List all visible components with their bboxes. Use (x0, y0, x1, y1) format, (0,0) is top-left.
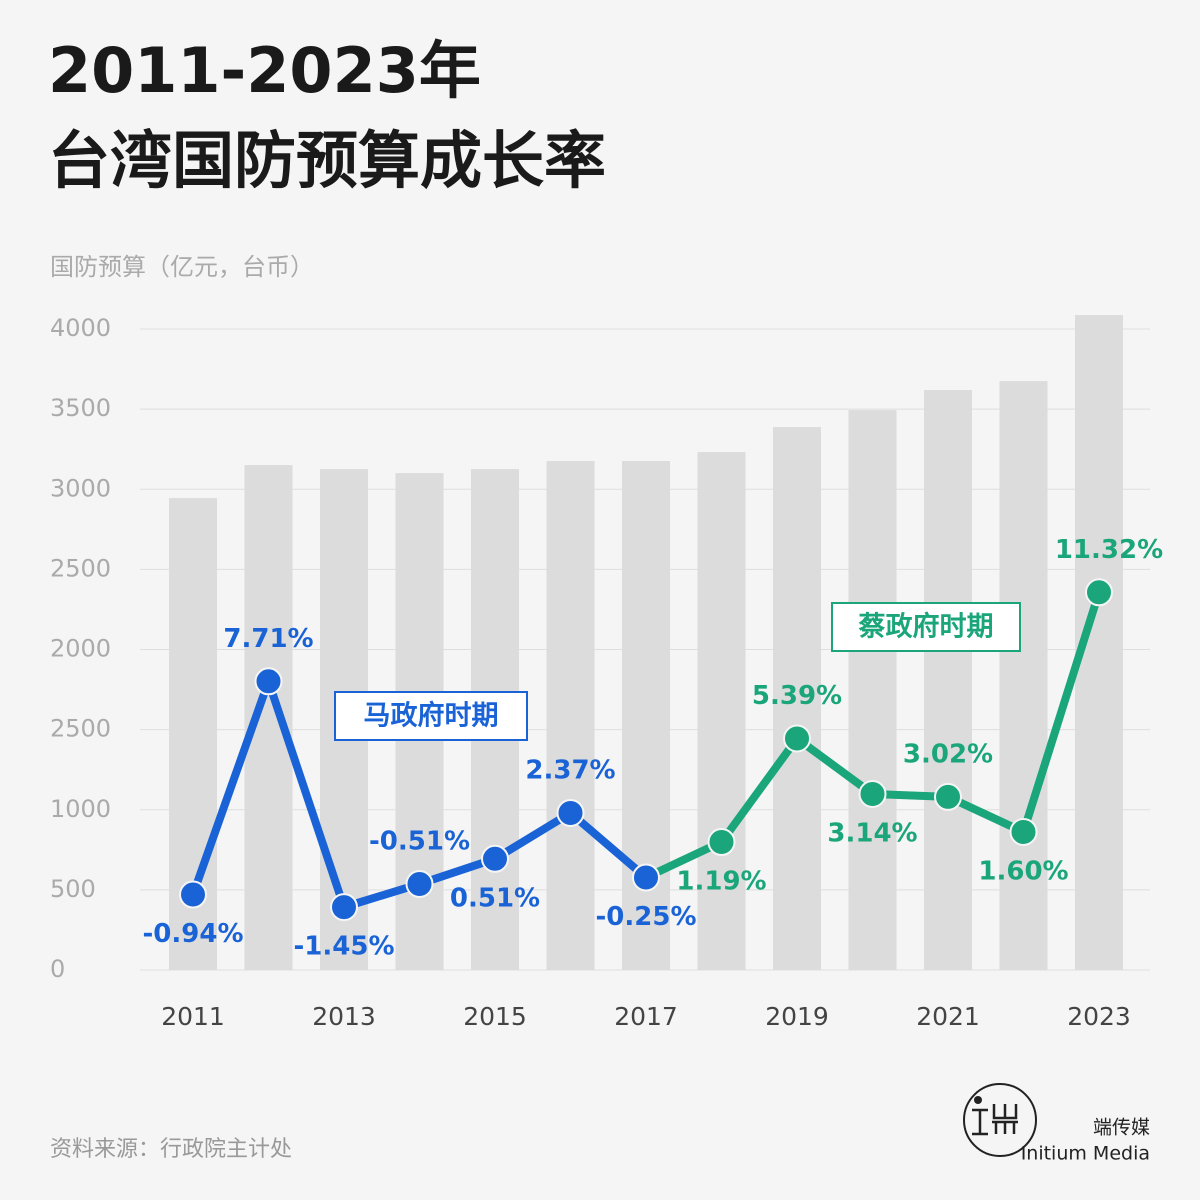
bar (546, 461, 595, 970)
y-tick-label: 0 (50, 955, 65, 983)
logo (963, 1083, 1037, 1157)
y-tick-label: 3500 (50, 394, 111, 422)
annotation-box (334, 691, 528, 741)
y-tick-label: 2000 (50, 635, 111, 663)
x-tick-label: 2023 (1067, 1002, 1131, 1031)
data-label: -1.45% (294, 932, 395, 962)
logo-ring (963, 1083, 1037, 1157)
x-tick-label: 2015 (463, 1002, 527, 1031)
y-tick-label: 2500 (50, 554, 111, 582)
data-label: 1.60% (978, 856, 1068, 886)
line-segment (717, 734, 801, 847)
line-point (330, 893, 358, 922)
data-label: 0.51% (450, 883, 540, 913)
bar (697, 452, 746, 970)
bar (924, 390, 972, 970)
line-point (556, 798, 585, 827)
bar (773, 427, 821, 970)
bar (622, 461, 670, 970)
y-tick-label: 4000 (50, 314, 111, 342)
line-point (858, 779, 887, 808)
line-point (707, 828, 736, 857)
y-axis-label: 国防预算（亿元，台币） (50, 253, 314, 281)
x-tick-label: 2021 (916, 1002, 980, 1031)
brand-en: Initium Media (1021, 1143, 1150, 1165)
logo-dot (974, 1096, 982, 1104)
data-label: 3.14% (827, 818, 917, 848)
bar (848, 410, 897, 970)
y-tick-label: 1000 (50, 795, 111, 823)
logo-glyph (972, 1104, 1018, 1136)
chart-title: 2011-2023年 (48, 34, 481, 107)
data-label: -0.25% (596, 902, 697, 932)
brand: 端传媒 (1093, 1117, 1150, 1139)
line-point (1085, 578, 1113, 607)
data-label: 5.39% (752, 681, 842, 711)
line-point (632, 863, 660, 892)
source: 资料来源：行政院主计处 (50, 1137, 292, 1162)
line-point (1009, 817, 1038, 846)
x-tick-label: 2019 (765, 1002, 829, 1031)
annotation: 马政府时期 (364, 700, 499, 732)
line-point (405, 869, 434, 898)
line-segment (793, 734, 877, 798)
data-label: -0.51% (369, 826, 470, 856)
line-segment (491, 808, 575, 863)
y-tick-label: 3000 (50, 474, 111, 502)
line-point (783, 724, 811, 753)
data-label: 3.02% (903, 739, 993, 769)
line-point (934, 782, 962, 811)
data-label: -0.94% (143, 919, 244, 949)
data-label: 1.19% (676, 867, 766, 897)
y-tick-label: 2500 (50, 715, 111, 743)
annotation-box (831, 602, 1021, 652)
line-segment (566, 808, 650, 882)
x-tick-label: 2013 (312, 1002, 376, 1031)
bar (999, 381, 1048, 970)
line-segment (189, 677, 273, 899)
data-label: 2.37% (525, 755, 615, 785)
data-label: 7.71% (223, 624, 313, 654)
data-label: 11.32% (1055, 535, 1163, 565)
line-point (481, 844, 509, 873)
line-segment (264, 677, 348, 912)
chart-subtitle: 台湾国防预算成长率 (48, 124, 606, 197)
line-segment (1019, 588, 1103, 836)
line-point (179, 880, 207, 909)
line-point (254, 667, 283, 696)
annotation: 蔡政府时期 (859, 611, 994, 643)
x-tick-label: 2017 (614, 1002, 678, 1031)
y-tick-label: 500 (50, 875, 96, 903)
x-tick-label: 2011 (161, 1002, 225, 1031)
